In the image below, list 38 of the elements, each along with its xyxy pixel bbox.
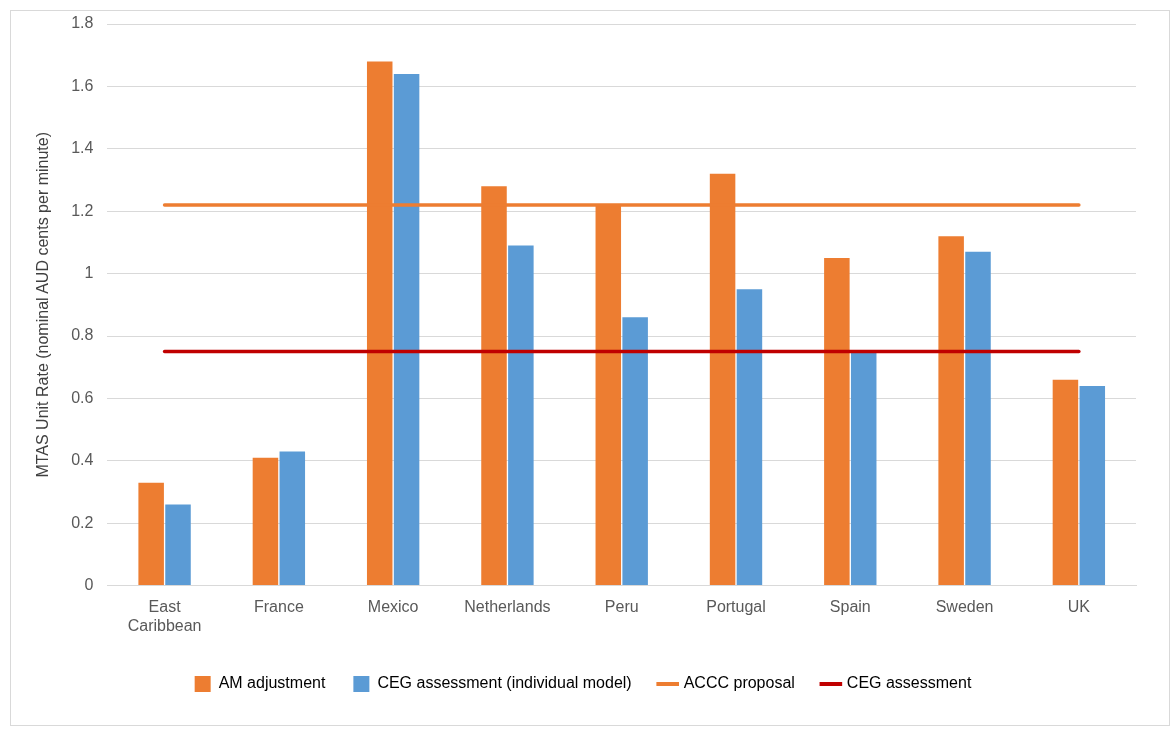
y-tick-label: 0.2 bbox=[71, 513, 94, 531]
x-tick-label: Sweden bbox=[935, 597, 994, 615]
bar bbox=[252, 457, 279, 586]
x-tick-label: Netherlands bbox=[464, 597, 551, 615]
y-tick-label: 1.2 bbox=[71, 201, 94, 219]
x-tick-label: France bbox=[253, 597, 304, 615]
bar bbox=[1052, 379, 1079, 586]
y-tick-label: 1 bbox=[84, 264, 94, 282]
y-tick-label: 1.6 bbox=[71, 76, 94, 94]
legend-label: CEG assessment (individual model) bbox=[377, 674, 632, 692]
bar bbox=[824, 258, 850, 586]
legend-label: ACCC proposal bbox=[683, 674, 795, 692]
legend-label: AM adjustment bbox=[218, 674, 326, 692]
y-tick-label: 1.4 bbox=[71, 139, 94, 157]
y-axis-title: MTAS Unit Rate (nominal AUD cents per minute) bbox=[34, 132, 52, 478]
bar bbox=[1079, 385, 1106, 586]
bar bbox=[393, 73, 420, 586]
bar bbox=[736, 289, 763, 586]
bar bbox=[938, 236, 964, 586]
y-tick-label: 0.6 bbox=[71, 388, 94, 406]
bar bbox=[965, 251, 991, 586]
x-tick-label: Portugal bbox=[706, 597, 766, 615]
x-tick-label: East Caribbean bbox=[127, 597, 202, 634]
bar bbox=[622, 317, 648, 586]
y-tick-label: 1.8 bbox=[71, 14, 94, 32]
bar bbox=[850, 351, 877, 586]
x-tick-label: Mexico bbox=[367, 597, 419, 615]
x-tick-label: Peru bbox=[604, 597, 639, 615]
y-tick-label: 0.4 bbox=[71, 451, 94, 469]
bar bbox=[165, 504, 191, 586]
bar bbox=[508, 245, 534, 586]
bar bbox=[279, 451, 306, 586]
bar bbox=[138, 482, 164, 586]
legend-label: CEG assessment bbox=[846, 674, 972, 692]
y-tick-label: 0.8 bbox=[71, 326, 94, 344]
x-tick-label: UK bbox=[1067, 597, 1091, 615]
x-tick-label: Spain bbox=[829, 597, 871, 615]
y-tick-label: 0 bbox=[84, 576, 94, 594]
